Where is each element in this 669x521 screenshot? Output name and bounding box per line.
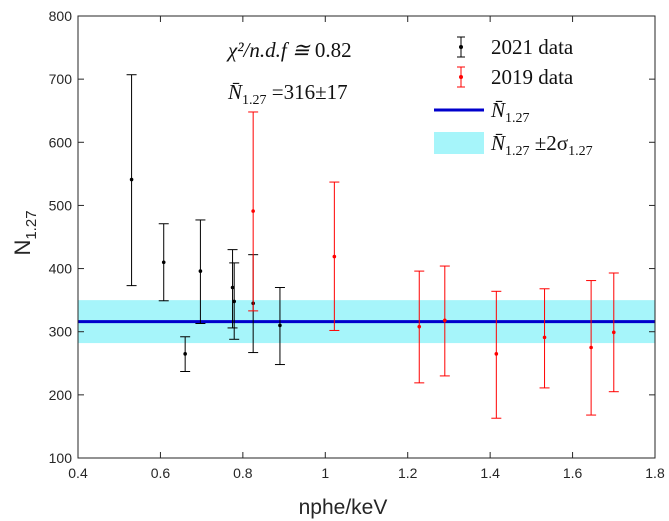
x-tick-label: 0.8: [233, 465, 253, 481]
data-point-s0-0: [126, 74, 137, 287]
data-point-s1-0: [248, 111, 259, 312]
data-point-s1-6: [586, 280, 597, 416]
nbar-annotation-value: =316±17: [267, 80, 348, 104]
point-marker: [129, 177, 134, 182]
legend-label-band-sub: 1.27: [505, 144, 530, 159]
point-marker: [494, 352, 499, 356]
legend: 2021 data 2019 data N̄1.27 N̄1.27 ±2σ1.2…: [434, 35, 593, 159]
series-0: [126, 74, 285, 372]
y-axis-label-group: N1.27: [10, 210, 40, 255]
y-tick-label: 600: [49, 134, 73, 150]
point-marker: [278, 323, 282, 328]
legend-item-mean: N̄1.27: [434, 98, 530, 126]
legend-label-mean-sub: 1.27: [505, 111, 530, 126]
x-axis: 0.4 0.6 0.8 1 1.2 1.4 1.6 1.8: [68, 16, 665, 481]
legend-label-mean-symbol: N̄: [490, 98, 506, 122]
point-marker: [589, 345, 593, 350]
nbar-annotation-symbol: N̄: [227, 80, 243, 104]
data-point-s0-2: [180, 336, 191, 372]
y-axis-label: N1.27: [10, 210, 40, 255]
legend-label-2019: 2019 data: [491, 65, 574, 89]
y-tick-label: 500: [49, 197, 73, 213]
point-marker: [251, 209, 255, 213]
chi2-annotation-label: χ²/n.d.f ≅: [226, 38, 315, 62]
y-tick-label: 100: [49, 450, 73, 466]
nbar-annotation-sub: 1.27: [242, 93, 267, 108]
x-tick-label: 1: [321, 465, 329, 481]
series-layer: [126, 74, 619, 419]
chi2-annotation: χ²/n.d.f ≅ 0.82: [226, 38, 352, 62]
y-tick-label: 300: [49, 324, 73, 340]
y-tick-label: 200: [49, 387, 73, 403]
y-tick-label: 800: [49, 8, 73, 24]
y-axis-label-sub: 1.27: [23, 210, 40, 239]
nbar-annotation: N̄1.27 =316±17: [227, 80, 348, 108]
legend-item-2019: 2019 data: [457, 65, 574, 89]
point-marker: [230, 285, 235, 290]
data-point-s0-7: [274, 287, 285, 366]
x-tick-label: 1.8: [645, 465, 665, 481]
data-point-s1-4: [491, 290, 502, 419]
y-axis-label-main: N: [10, 240, 35, 256]
x-tick-label: 1.4: [480, 465, 500, 481]
legend-label-band-sigma-sub: 1.27: [568, 144, 593, 159]
data-point-s1-3: [439, 265, 450, 377]
series-1: [248, 111, 619, 419]
point-marker: [232, 299, 237, 304]
x-axis-label: nphe/keV: [299, 496, 388, 519]
y-axis: 100 200 300 400 500 600 700 800: [49, 8, 655, 466]
plot-area-frame: [77, 15, 656, 459]
point-marker: [161, 260, 166, 265]
x-tick-label: 0.4: [68, 465, 88, 481]
data-point-s1-5: [539, 288, 550, 389]
legend-item-band: N̄1.27 ±2σ1.27: [434, 131, 593, 159]
x-tick-label: 0.6: [151, 465, 171, 481]
y-tick-label: 700: [49, 71, 73, 87]
legend-label-band-sigma: ±2σ: [530, 131, 569, 155]
legend-label-2021: 2021 data: [491, 35, 574, 59]
data-point-s0-1: [158, 223, 169, 302]
point-marker: [198, 269, 203, 273]
legend-label-band: N̄1.27 ±2σ1.27: [490, 131, 593, 159]
point-marker: [542, 335, 547, 340]
point-marker: [417, 324, 422, 329]
point-marker: [332, 254, 337, 259]
legend-marker-2021: [459, 45, 463, 49]
legend-marker-2019: [459, 75, 463, 79]
legend-item-2021: 2021 data: [457, 35, 574, 59]
x-tick-label: 1.2: [398, 465, 418, 481]
data-point-s1-2: [414, 270, 425, 384]
data-point-s1-7: [608, 272, 619, 393]
legend-band-swatch: [434, 132, 484, 154]
legend-label-mean: N̄1.27: [490, 98, 530, 126]
data-point-s1-1: [329, 181, 340, 331]
x-tick-label: 1.6: [563, 465, 583, 481]
data-point-s0-3: [195, 219, 206, 325]
point-marker: [183, 352, 187, 356]
legend-label-band-symbol: N̄: [490, 131, 506, 155]
point-marker: [611, 330, 616, 335]
chi2-annotation-value: 0.82: [315, 38, 352, 62]
point-marker: [443, 318, 447, 323]
y-tick-label: 400: [49, 261, 73, 277]
data-point-s0-5: [229, 262, 240, 340]
